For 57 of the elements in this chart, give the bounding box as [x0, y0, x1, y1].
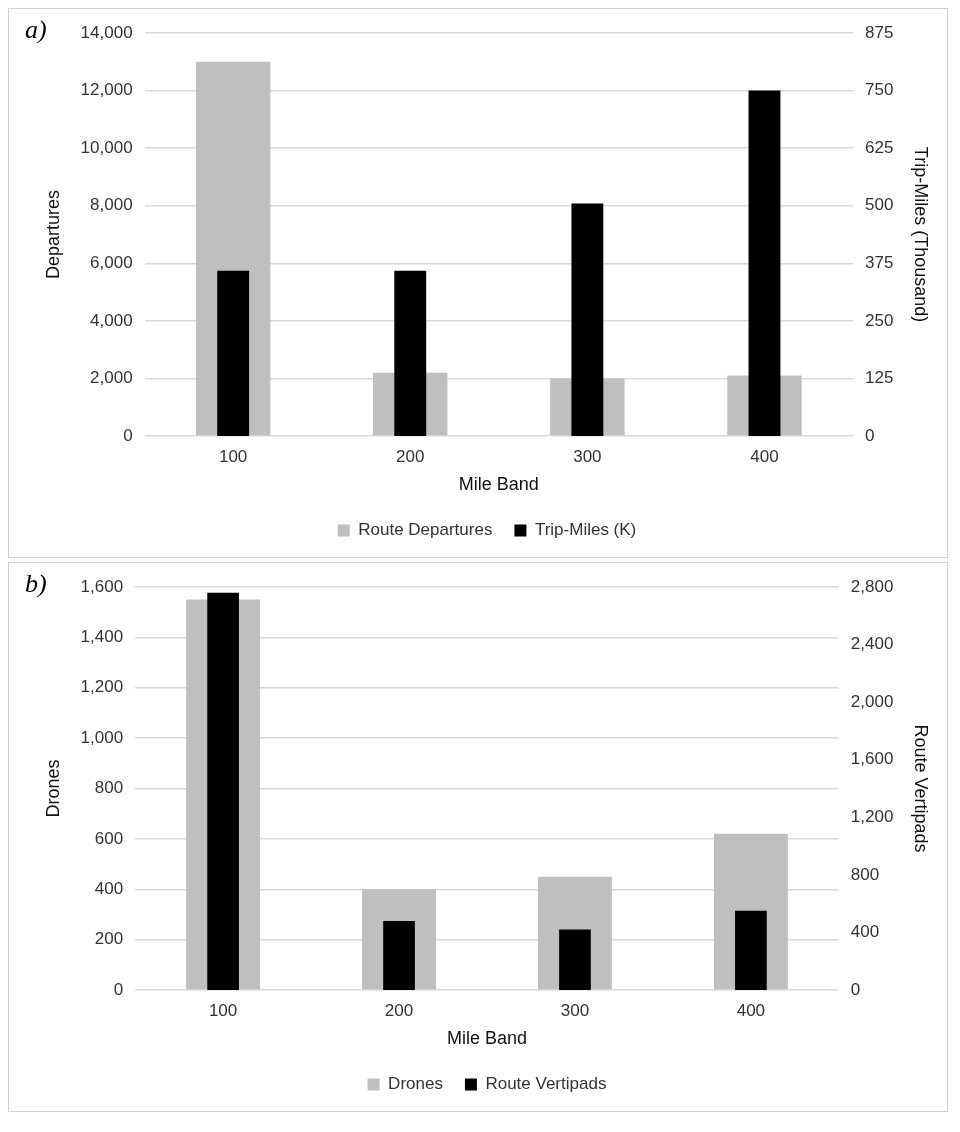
y-tick-label: 1,600: [80, 576, 124, 596]
y-tick-label: 200: [94, 929, 124, 949]
legend-label: Drones: [388, 1074, 443, 1094]
y2-tick-label: 2,800: [850, 576, 894, 596]
x-tick-label: 100: [208, 1000, 238, 1020]
y-tick-label: 800: [94, 778, 124, 798]
legend-label: Trip-Miles (K): [534, 520, 637, 540]
y-tick-label: 6,000: [90, 252, 133, 272]
y-tick-label: 400: [94, 878, 124, 898]
y2-tick-label: 750: [865, 80, 894, 100]
y-axis-title: Departures: [42, 189, 63, 280]
x-tick-label: 400: [736, 1000, 766, 1020]
y2-tick-label: 500: [865, 195, 894, 215]
y-tick-label: 8,000: [90, 195, 133, 215]
legend-label: Route Vertipads: [485, 1074, 607, 1094]
x-tick-label: 200: [396, 446, 425, 466]
y2-tick-label: 125: [865, 368, 894, 388]
legend-label: Route Departures: [358, 520, 493, 540]
x-tick-label: 300: [573, 446, 602, 466]
text: b): [25, 569, 47, 599]
x-tick-label: 200: [384, 1000, 414, 1020]
y2-tick-label: 1,200: [850, 806, 894, 826]
x-tick-label: 300: [560, 1000, 590, 1020]
x-axis-title: Mile Band: [458, 474, 539, 495]
y2-tick-label: 875: [865, 22, 894, 42]
y2-tick-label: 0: [865, 425, 875, 445]
y-tick-label: 2,000: [90, 368, 133, 388]
y2-axis-title: Trip-Miles (Thousand): [911, 146, 932, 323]
y2-tick-label: 400: [850, 922, 880, 942]
bar: [559, 929, 591, 990]
x-tick-label: 400: [750, 446, 779, 466]
y-tick-label: 10,000: [80, 137, 133, 157]
y-tick-label: 1,400: [80, 627, 124, 647]
x-tick-label: 100: [218, 446, 248, 466]
text: a): [25, 15, 47, 45]
y-tick-label: 12,000: [80, 80, 133, 100]
y2-tick-label: 250: [865, 310, 894, 330]
x-axis-title: Mile Band: [446, 1028, 528, 1049]
y2-tick-label: 625: [865, 137, 894, 157]
y-tick-label: 14,000: [80, 22, 133, 42]
y2-tick-label: 2,000: [850, 691, 894, 711]
y-axis-title: Drones: [42, 759, 63, 818]
y2-tick-label: 375: [865, 252, 894, 272]
y-tick-label: 600: [94, 828, 124, 848]
y2-tick-label: 2,400: [850, 634, 894, 654]
y-tick-label: 4,000: [90, 310, 133, 330]
bar: [383, 920, 415, 990]
y-tick-label: 0: [113, 979, 124, 999]
bar: [735, 910, 767, 990]
bar: [217, 270, 250, 436]
y-tick-label: 1,000: [80, 727, 124, 747]
y2-tick-label: 1,600: [850, 749, 894, 769]
y-tick-label: 0: [123, 425, 133, 445]
y2-tick-label: 800: [850, 864, 880, 884]
y2-tick-label: 0: [850, 979, 861, 999]
y2-axis-title: Route Vertipads: [911, 724, 932, 853]
y-tick-label: 1,200: [80, 677, 124, 697]
